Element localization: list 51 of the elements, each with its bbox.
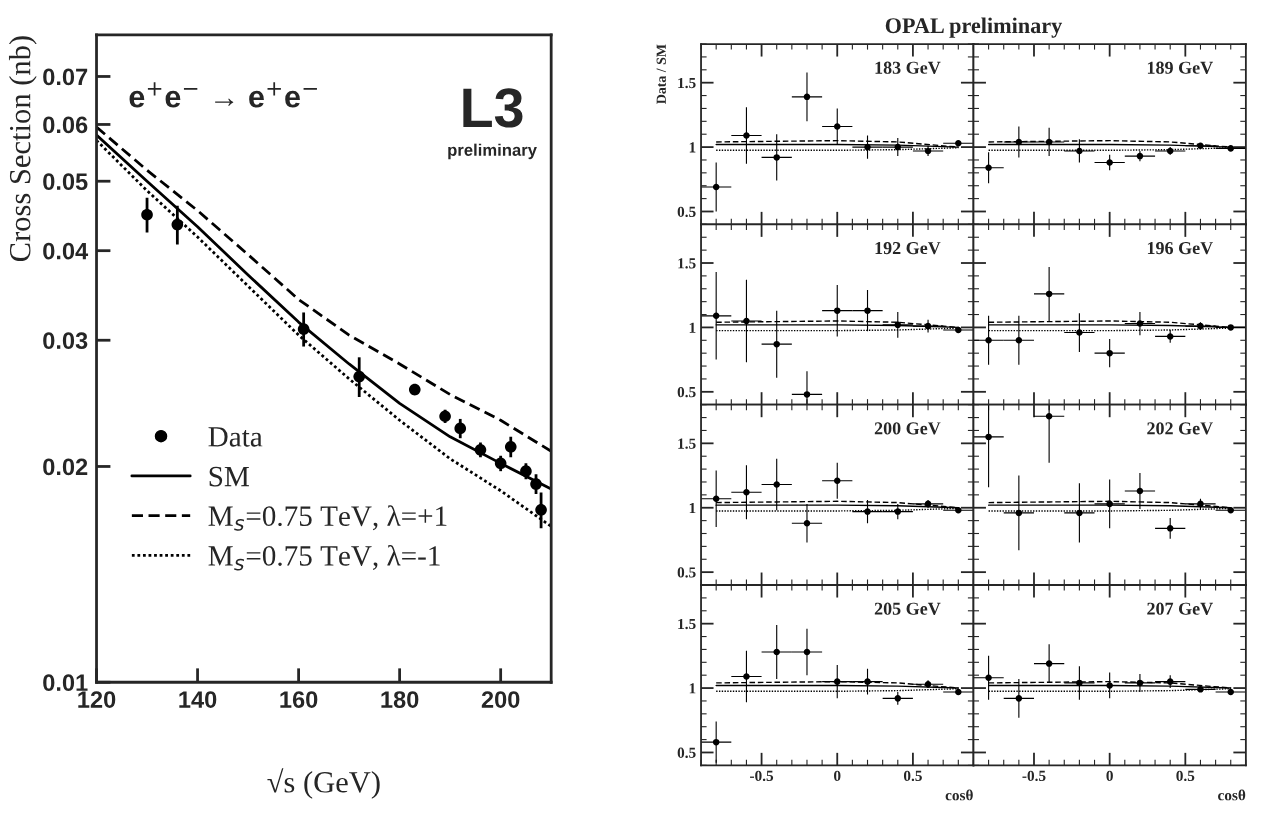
chart-title: OPAL preliminary — [885, 17, 1063, 38]
x-tick-label: 160 — [280, 691, 318, 708]
annotation: 192 GeV — [875, 242, 941, 255]
annotation: 196 GeV — [1147, 242, 1213, 255]
y-tick-label: 0.5 — [677, 206, 696, 218]
annotation: 183 GeV — [875, 61, 941, 74]
y-tick-label: 1 — [689, 502, 696, 514]
y-tick-label: 0.5 — [677, 747, 696, 758]
annotation: 189 GeV — [1147, 61, 1213, 74]
x-tick-label: 140 — [179, 691, 217, 708]
x-tick-label: 0.5 — [903, 770, 922, 782]
annotation: preliminary — [448, 143, 537, 160]
legend-label: Data — [208, 427, 263, 447]
y-tick-label: 1 — [689, 322, 696, 333]
annotation: 202 GeV — [1147, 422, 1213, 435]
annotation: e$^{+}$e$^{−}$ → e$^{+}$e$^{−}$ — [129, 82, 317, 108]
annotation: 205 GeV — [874, 602, 941, 615]
y-axis-title: Cross Section (nb) — [8, 36, 37, 262]
annotation: 200 GeV — [874, 422, 941, 435]
y-tick-label: 0.07 — [43, 68, 88, 86]
x-tick-label: 180 — [381, 691, 419, 708]
y-tick-label: 1.5 — [678, 258, 696, 269]
x-tick-label: 200 — [481, 691, 520, 708]
x-tick-label: 0.5 — [1176, 770, 1195, 782]
x-tick-label: 120 — [78, 691, 116, 708]
x-axis-title: √s (GeV) — [267, 768, 380, 799]
x-tick-label: -0.5 — [1022, 770, 1046, 782]
legend-label: M$_{s}$=0.75 TeV, λ=+1 — [208, 505, 447, 531]
x-tick-label: 0 — [1106, 770, 1113, 781]
x-tick-label: 0 — [834, 770, 841, 781]
annotation: L3 — [463, 88, 523, 128]
y-tick-label: 1 — [689, 142, 696, 153]
y-tick-label: 0.01 — [43, 674, 88, 692]
y-tick-label: 1.5 — [678, 618, 696, 630]
x-axis-title: cosθ — [1218, 789, 1246, 801]
y-tick-label: 0.05 — [43, 173, 88, 191]
y-tick-label: 1 — [689, 683, 696, 694]
y-tick-label: 0.5 — [677, 567, 696, 578]
y-tick-label: 0.02 — [43, 458, 88, 476]
x-tick-label: -0.5 — [750, 770, 774, 782]
y-tick-label: 0.04 — [43, 242, 89, 260]
y-axis-title: Data / SM — [656, 44, 666, 104]
y-tick-label: 1.5 — [678, 77, 696, 89]
legend-label: SM — [209, 466, 249, 487]
y-tick-label: 0.03 — [43, 332, 88, 350]
x-axis-title: cosθ — [945, 789, 973, 801]
y-tick-label: 0.5 — [677, 386, 696, 398]
y-tick-label: 0.06 — [43, 116, 88, 134]
y-tick-label: 1.5 — [678, 438, 696, 449]
annotation: 207 GeV — [1147, 602, 1213, 615]
legend-label: M$_{s}$=0.75 TeV, λ=-1 — [208, 544, 440, 571]
